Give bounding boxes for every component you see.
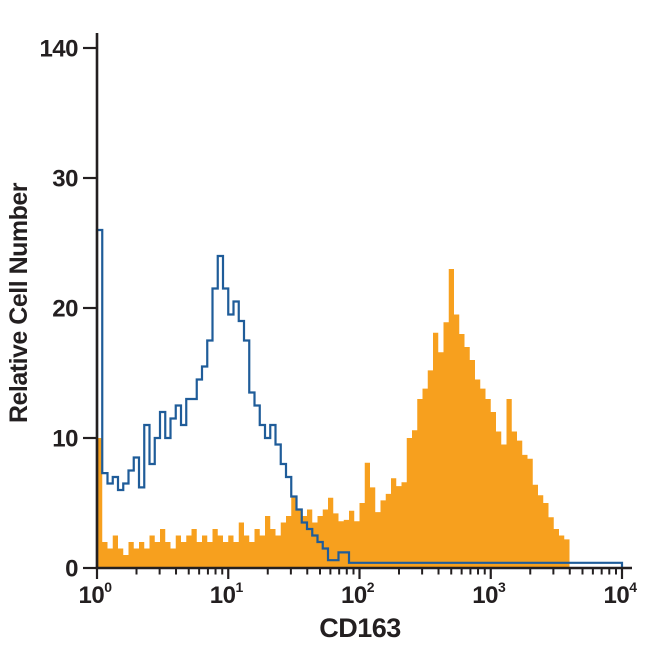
y-tick-label: 140: [39, 36, 78, 63]
series-control-open-blue: [95, 228, 624, 568]
x-tick-label: 102: [341, 579, 375, 609]
plot-area: 0 10 20 30 140 100 101 102 103 104: [39, 33, 638, 609]
y-tick-label: 10: [52, 426, 78, 453]
x-tick-label: 100: [79, 579, 113, 609]
x-tick-label: 103: [472, 579, 506, 609]
x-tick-label: 101: [210, 579, 244, 609]
series-cd163-stained-filled-orange: [97, 269, 622, 568]
y-tick-label: 30: [52, 166, 78, 193]
x-axis-title: CD163: [319, 613, 401, 643]
y-tick-label: 20: [52, 296, 78, 323]
y-axis-title: Relative Cell Number: [5, 182, 33, 423]
x-tick-label: 104: [604, 579, 638, 609]
y-tick-label: 0: [65, 556, 78, 583]
